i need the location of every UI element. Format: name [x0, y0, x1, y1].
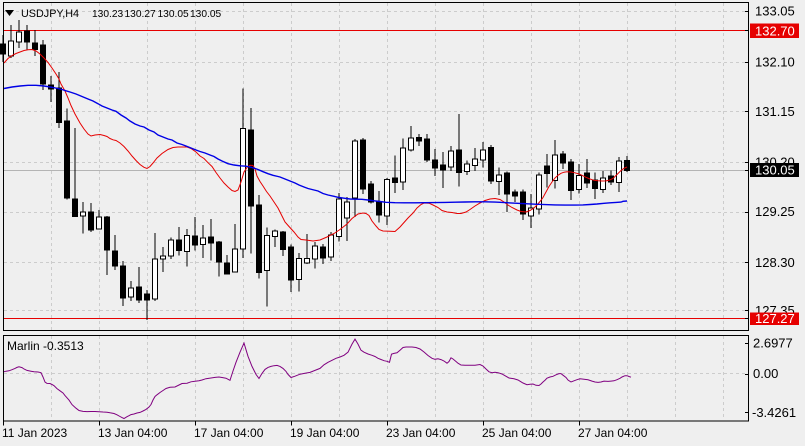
svg-text:132.10: 132.10 — [755, 54, 795, 69]
svg-text:128.30: 128.30 — [755, 255, 795, 270]
svg-text:130.05: 130.05 — [190, 9, 221, 20]
svg-text:11 Jan 2023: 11 Jan 2023 — [2, 426, 67, 440]
svg-text:130.05: 130.05 — [755, 163, 795, 178]
svg-text:25 Jan 04:00: 25 Jan 04:00 — [482, 426, 552, 440]
svg-text:USDJPY,H4: USDJPY,H4 — [21, 8, 79, 20]
svg-text:129.25: 129.25 — [755, 204, 795, 219]
svg-text:130.23: 130.23 — [92, 9, 123, 20]
svg-text:131.15: 131.15 — [755, 104, 795, 119]
svg-text:132.70: 132.70 — [755, 23, 795, 38]
svg-text:2.6977: 2.6977 — [753, 336, 793, 351]
svg-text:130.05: 130.05 — [158, 9, 189, 20]
svg-text:19 Jan 04:00: 19 Jan 04:00 — [290, 426, 360, 440]
svg-text:127.27: 127.27 — [755, 311, 795, 326]
svg-text:17 Jan 04:00: 17 Jan 04:00 — [194, 426, 264, 440]
svg-text:-3.4261: -3.4261 — [752, 405, 796, 420]
svg-text:133.05: 133.05 — [755, 4, 795, 19]
svg-text:27 Jan 04:00: 27 Jan 04:00 — [578, 426, 648, 440]
svg-text:0.00: 0.00 — [753, 366, 778, 381]
svg-text:130.27: 130.27 — [125, 9, 156, 20]
svg-text:23 Jan 04:00: 23 Jan 04:00 — [386, 426, 456, 440]
svg-text:13 Jan 04:00: 13 Jan 04:00 — [98, 426, 168, 440]
svg-text:Marlin -0.3513: Marlin -0.3513 — [7, 339, 84, 353]
